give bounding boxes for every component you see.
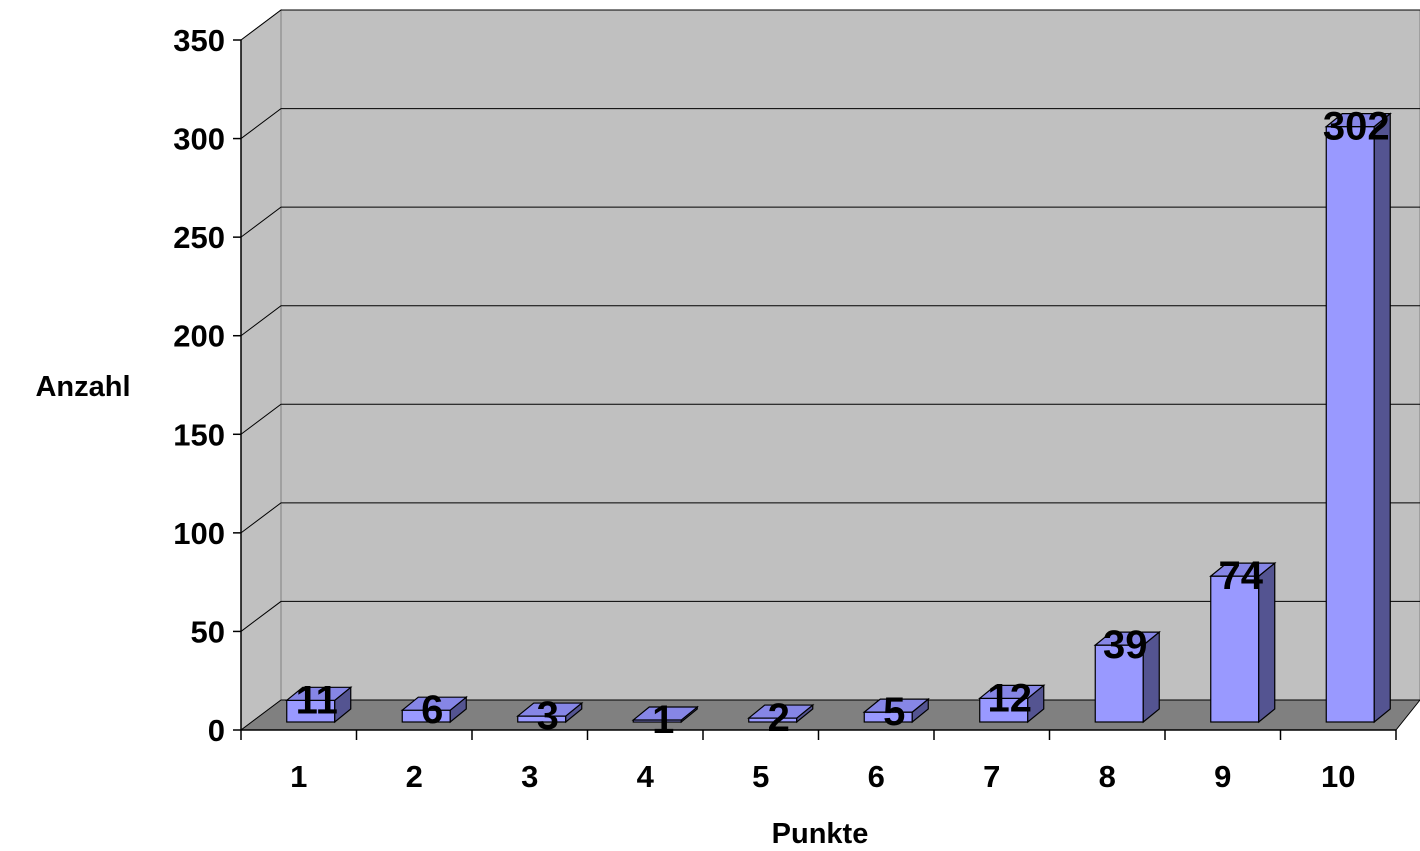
x-tick-label: 7 xyxy=(983,759,1000,794)
bar xyxy=(862,697,930,724)
bar xyxy=(285,686,353,724)
gridline xyxy=(240,9,1420,41)
y-tick-label: 150 xyxy=(173,417,225,452)
y-tick-label: 250 xyxy=(173,220,225,255)
y-tick-label: 0 xyxy=(208,713,225,748)
gridlines xyxy=(240,9,1420,632)
gridline xyxy=(240,206,1420,238)
x-tick-label: 9 xyxy=(1214,759,1231,794)
x-tick-label: 10 xyxy=(1321,759,1355,794)
y-tick-label: 350 xyxy=(173,23,225,58)
bar xyxy=(1209,561,1277,724)
bar-top xyxy=(516,702,584,717)
gridline xyxy=(240,600,1420,632)
bar-side xyxy=(1373,112,1391,724)
bar-top xyxy=(631,706,699,721)
x-tick-label: 4 xyxy=(637,759,655,794)
gridline xyxy=(240,502,1420,534)
bar xyxy=(747,703,815,724)
data-label: 39 xyxy=(1103,623,1148,667)
x-tick-label: 8 xyxy=(1099,759,1116,794)
bars xyxy=(285,112,1392,724)
x-tick-label: 3 xyxy=(521,759,538,794)
gridline xyxy=(240,108,1420,139)
bar xyxy=(516,701,584,724)
bar xyxy=(978,684,1046,724)
gridline xyxy=(240,403,1420,435)
y-axis-title: Anzahl xyxy=(35,371,130,403)
data-label: 1 xyxy=(652,698,674,742)
y-tick-label: 100 xyxy=(173,516,225,551)
y-axis-ticks: 0 50 100 150 200 250 300 350 xyxy=(173,23,241,748)
bar xyxy=(1093,630,1161,724)
side-wall xyxy=(240,9,282,731)
data-label: 6 xyxy=(421,688,443,732)
bar-top xyxy=(400,696,468,711)
y-tick-label: 200 xyxy=(173,319,225,354)
bar-top xyxy=(978,684,1046,699)
x-tick-label: 5 xyxy=(752,759,769,794)
y-tick-label: 50 xyxy=(191,614,225,649)
data-label: 12 xyxy=(988,676,1033,720)
data-label: 2 xyxy=(768,696,790,740)
x-tick-label: 6 xyxy=(868,759,885,794)
bar-top xyxy=(1093,631,1161,646)
x-tick-label: 2 xyxy=(406,759,423,794)
data-label: 74 xyxy=(1219,554,1264,598)
bar-top xyxy=(1209,562,1277,577)
bar-top xyxy=(1324,113,1392,128)
x-axis-title: Punkte xyxy=(772,818,869,850)
bar-top xyxy=(862,698,930,713)
data-label: 3 xyxy=(537,694,559,738)
data-label: 5 xyxy=(883,690,905,734)
gridline xyxy=(240,305,1420,337)
x-axis-ticks: 1 2 3 4 5 6 7 8 9 10 xyxy=(240,730,1397,794)
x-tick-label: 1 xyxy=(290,759,307,794)
y-tick-label: 300 xyxy=(173,122,225,157)
bar-top xyxy=(285,686,353,701)
bar-front xyxy=(1094,644,1144,723)
bar xyxy=(631,705,699,724)
data-label: 302 xyxy=(1323,105,1390,149)
bar-front xyxy=(1325,126,1375,723)
bar xyxy=(400,695,468,724)
bar xyxy=(1324,112,1392,724)
data-label: 11 xyxy=(296,678,338,722)
bar-top xyxy=(747,704,815,719)
